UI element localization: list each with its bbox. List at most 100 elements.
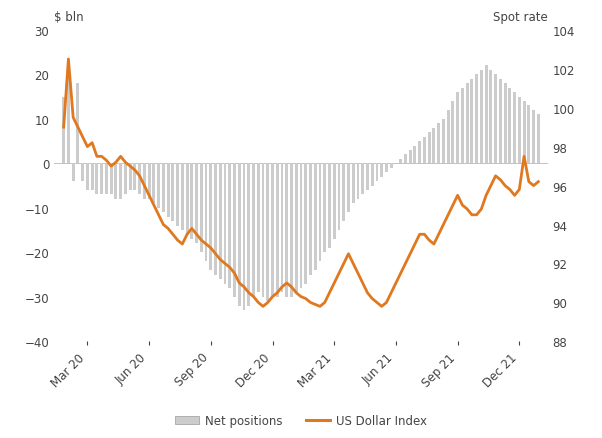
Bar — [470, 80, 473, 164]
Bar — [527, 106, 530, 164]
Bar — [190, 164, 193, 240]
Bar — [380, 164, 383, 177]
Bar — [437, 124, 440, 164]
Bar — [475, 75, 478, 164]
Bar — [271, 164, 274, 297]
Bar — [399, 159, 402, 164]
Bar — [247, 164, 250, 306]
Bar — [195, 164, 198, 244]
Bar — [110, 164, 113, 195]
Bar — [447, 111, 450, 164]
Bar — [366, 164, 369, 191]
Bar — [466, 84, 468, 164]
Bar — [318, 164, 321, 261]
Bar — [295, 164, 297, 293]
Bar — [172, 164, 174, 222]
Bar — [480, 71, 483, 164]
Bar — [96, 164, 98, 195]
Bar — [432, 128, 435, 164]
Bar — [290, 164, 293, 297]
Bar — [485, 66, 488, 164]
Bar — [162, 164, 165, 213]
Bar — [143, 164, 146, 199]
Bar — [86, 164, 89, 191]
Bar — [257, 164, 259, 293]
Bar — [404, 155, 407, 164]
Bar — [243, 164, 246, 311]
Bar — [233, 164, 236, 297]
Bar — [124, 164, 127, 195]
Bar — [67, 75, 70, 164]
Legend: Net positions, US Dollar Index: Net positions, US Dollar Index — [171, 410, 431, 432]
Bar — [452, 102, 455, 164]
Bar — [305, 164, 307, 284]
Bar — [262, 164, 264, 297]
Bar — [138, 164, 141, 195]
Bar — [338, 164, 340, 230]
Bar — [228, 164, 231, 288]
Bar — [185, 164, 188, 235]
Bar — [62, 97, 65, 164]
Bar — [314, 164, 317, 271]
Bar — [105, 164, 108, 195]
Bar — [461, 88, 464, 164]
Bar — [114, 164, 117, 199]
Bar — [223, 164, 226, 284]
Bar — [152, 164, 155, 204]
Bar — [281, 164, 284, 293]
Bar — [200, 164, 203, 253]
Bar — [352, 164, 355, 204]
Bar — [385, 164, 388, 173]
Bar — [100, 164, 103, 195]
Bar — [323, 164, 326, 253]
Bar — [361, 164, 364, 195]
Bar — [300, 164, 302, 288]
Bar — [72, 164, 75, 182]
Bar — [376, 164, 379, 182]
Bar — [219, 164, 222, 279]
Bar — [489, 71, 492, 164]
Bar — [513, 93, 516, 164]
Bar — [518, 97, 521, 164]
Bar — [509, 88, 511, 164]
Bar — [134, 164, 136, 191]
Bar — [456, 93, 459, 164]
Bar — [499, 80, 502, 164]
Bar — [389, 164, 393, 168]
Text: $ bln: $ bln — [54, 11, 84, 25]
Bar — [504, 84, 506, 164]
Bar — [91, 164, 93, 191]
Text: Spot rate: Spot rate — [493, 11, 548, 25]
Bar — [309, 164, 312, 275]
Bar — [266, 164, 269, 302]
Bar — [537, 115, 540, 164]
Bar — [81, 164, 84, 182]
Bar — [347, 164, 350, 213]
Bar — [119, 164, 122, 199]
Bar — [147, 164, 150, 199]
Bar — [343, 164, 345, 222]
Bar — [356, 164, 359, 199]
Bar — [252, 164, 255, 297]
Bar — [76, 84, 79, 164]
Bar — [532, 111, 535, 164]
Bar — [181, 164, 184, 230]
Bar — [157, 164, 160, 208]
Bar — [409, 151, 412, 164]
Bar — [285, 164, 288, 297]
Bar — [214, 164, 217, 275]
Bar — [238, 164, 241, 306]
Bar — [276, 164, 279, 297]
Bar — [523, 102, 526, 164]
Bar — [371, 164, 374, 186]
Bar — [442, 120, 445, 164]
Bar — [328, 164, 331, 248]
Bar — [209, 164, 213, 271]
Bar — [414, 146, 417, 164]
Bar — [423, 137, 426, 164]
Bar — [167, 164, 170, 217]
Bar — [494, 75, 497, 164]
Bar — [129, 164, 132, 191]
Bar — [333, 164, 336, 240]
Bar — [176, 164, 179, 226]
